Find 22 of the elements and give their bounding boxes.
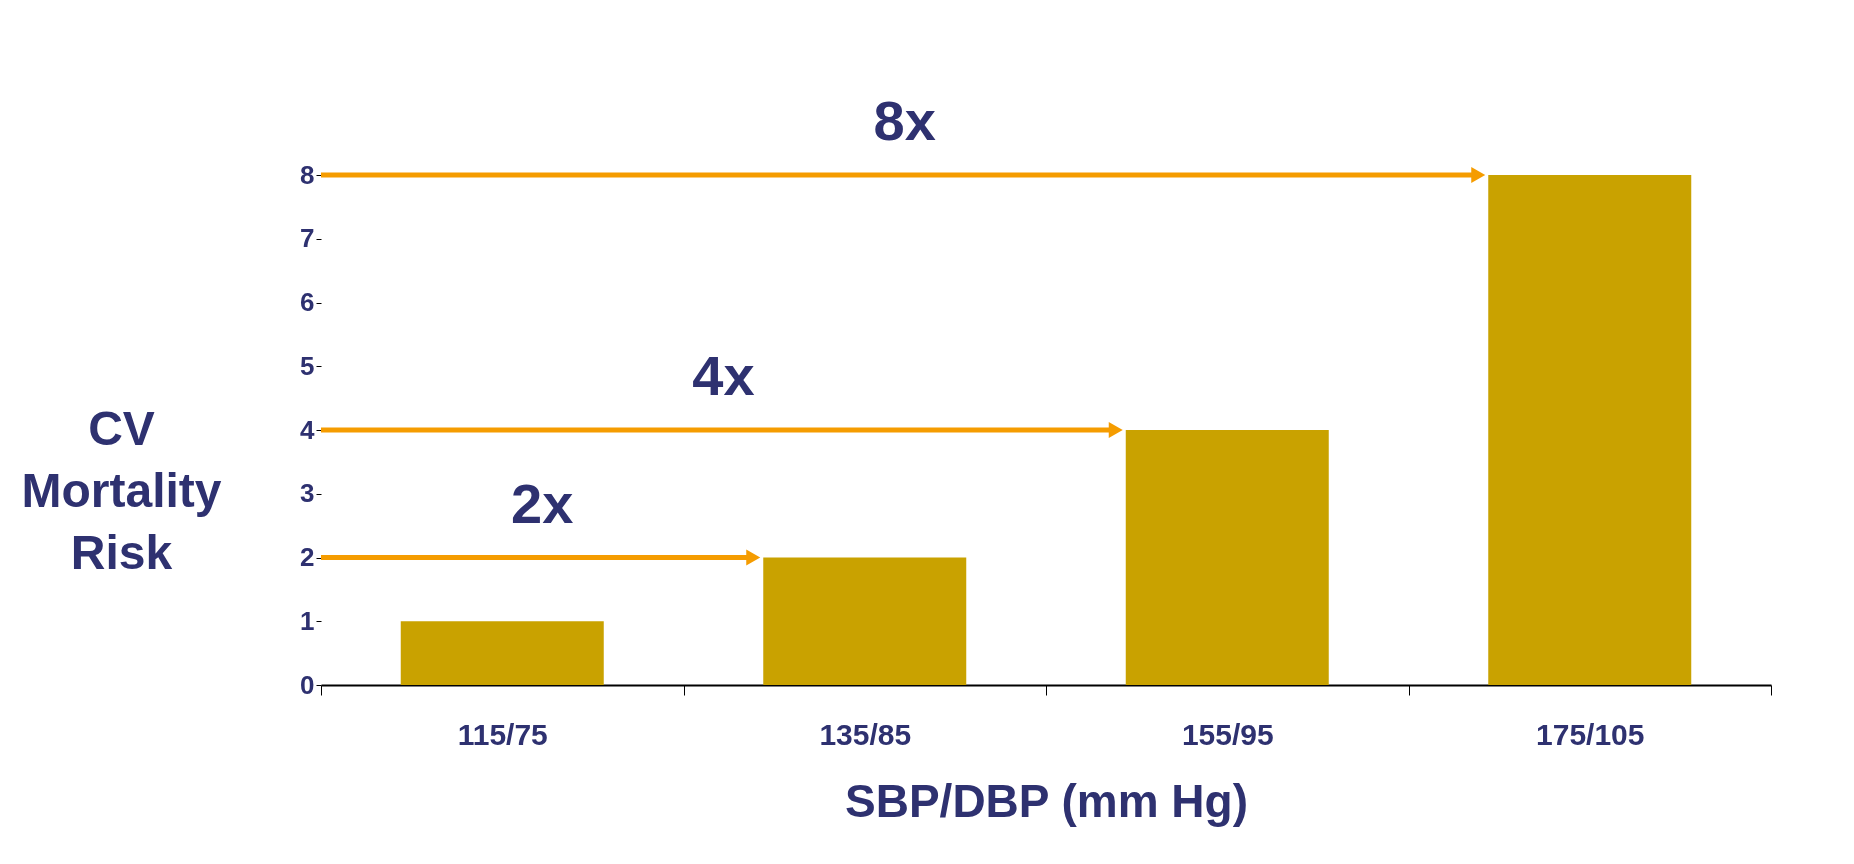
x-tick-label: 135/85 <box>819 717 912 751</box>
y-tick-label: 5 <box>300 350 315 381</box>
ref-line-label: 4x <box>692 344 755 407</box>
bar <box>400 621 604 685</box>
bar <box>1488 175 1692 685</box>
y-tick-label: 7 <box>300 223 315 254</box>
y-tick-label: 0 <box>300 669 315 700</box>
y-tick-label: 4 <box>300 414 316 445</box>
y-tick-label: 6 <box>300 287 315 317</box>
x-tick-label: 175/105 <box>1536 717 1645 751</box>
y-tick-label: 2 <box>300 542 315 572</box>
y-tick-label: 3 <box>300 478 315 509</box>
ref-line-label: 2x <box>510 471 574 535</box>
bar <box>1125 430 1329 685</box>
bar <box>763 557 967 685</box>
ref-line-label: 8x <box>873 89 936 152</box>
x-axis-title: SBP/DBP (mm Hg) <box>845 774 1248 827</box>
y-axis-title: CV Mortality Risk <box>21 401 222 579</box>
y-tick-label: 8 <box>300 159 315 190</box>
y-tick-label: 1 <box>300 605 315 636</box>
x-tick-label: 155/95 <box>1181 717 1274 751</box>
x-tick-label: 115/75 <box>457 717 548 751</box>
